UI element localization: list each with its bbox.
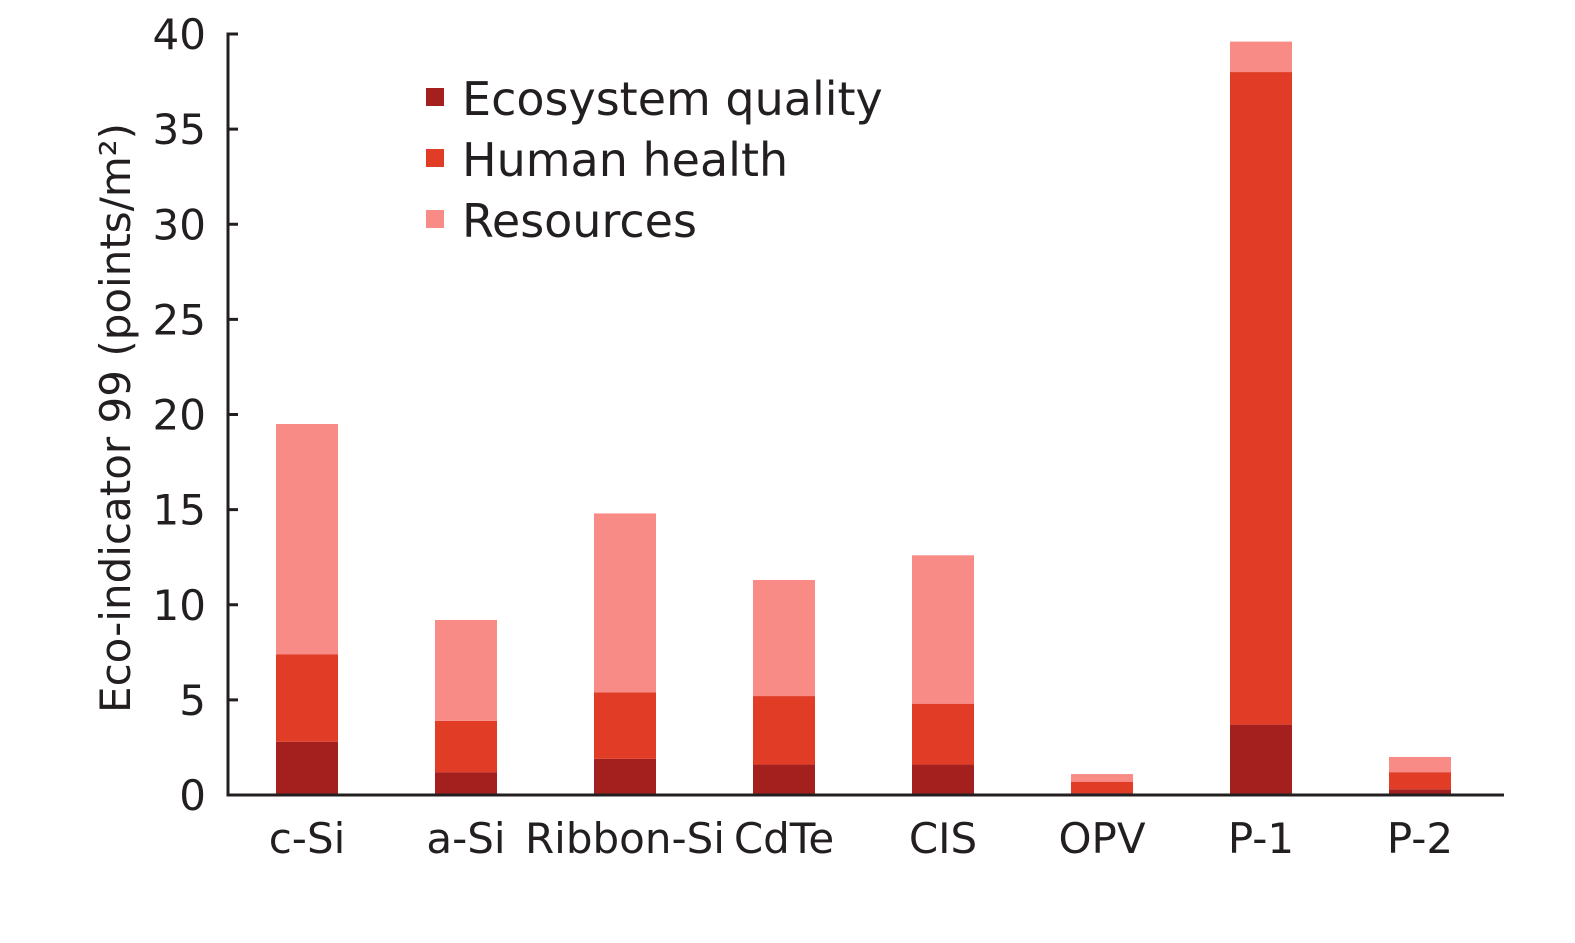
legend-swatch [426,88,444,106]
y-tick-label: 35 [153,105,206,154]
bar-segment [912,703,974,765]
x-tick-label: Ribbon-Si [525,814,725,863]
y-tick-label: 10 [153,581,206,630]
bar-segment [1071,781,1133,794]
bar-segment [753,580,815,697]
bar-segment [1230,724,1292,795]
x-tick-label: a-Si [426,814,505,863]
legend-label: Human health [462,133,788,187]
x-tick-label: c-Si [269,814,346,863]
y-tick-label: 25 [153,295,206,344]
x-tick-label: CIS [909,814,977,863]
y-tick-label: 20 [153,391,206,440]
y-ticks-layer: 0 5 10 15 20 25 30 35 40 [153,10,238,820]
x-tick-label: P-1 [1228,814,1294,863]
bar-segment [753,764,815,795]
bar-segment [912,555,974,704]
bar-segment [276,741,338,795]
legend: Ecosystem quality Human health Resources [426,72,883,248]
bar-segment [276,654,338,742]
bar-segment [1389,789,1451,795]
x-tick-label: P-2 [1387,814,1453,863]
legend-swatch [426,210,444,228]
bar-segment [1230,72,1292,725]
y-tick-label: 0 [179,771,206,820]
bar-segment [594,692,656,759]
x-tick-label: CdTe [734,814,834,863]
y-tick-label: 15 [153,486,206,535]
bar-segment [435,720,497,773]
x-tick-label: OPV [1058,814,1145,863]
y-tick-label: 40 [153,10,206,59]
bar-segment [1389,756,1451,773]
bar-segment [594,758,656,795]
bar-segment [435,619,497,721]
bar-segment [1071,774,1133,782]
y-axis-title: Eco-indicator 99 (points/m²) [91,123,140,713]
y-tick-label: 30 [153,200,206,249]
legend-label: Ecosystem quality [462,72,883,126]
x-ticks-layer: c-Si a-Si Ribbon-Si CdTe CIS OPV P-1 P-2 [269,814,1453,863]
axes-layer [226,34,1504,797]
bar-segment [435,772,497,795]
bar-segment [1230,41,1292,73]
bar-segment [912,764,974,795]
legend-label: Resources [462,194,697,248]
bar-segment [753,696,815,765]
legend-swatch [426,149,444,167]
bar-segment [594,513,656,693]
bar-segment [276,424,338,655]
y-axis-title-group: Eco-indicator 99 (points/m²) [91,123,140,713]
bar-segment [1389,772,1451,790]
bars-layer [276,41,1451,795]
y-tick-label: 5 [179,676,206,725]
